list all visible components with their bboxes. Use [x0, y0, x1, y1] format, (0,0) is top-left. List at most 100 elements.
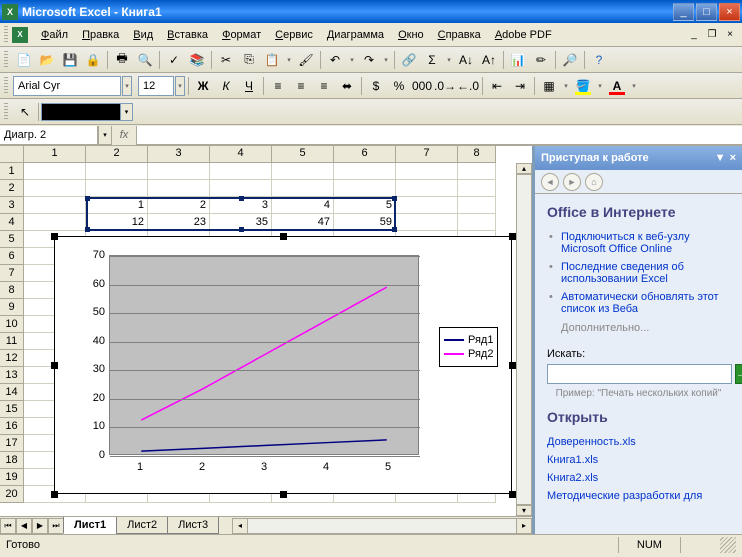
- close-button[interactable]: ×: [719, 3, 740, 21]
- borders-dropdown[interactable]: ▾: [561, 82, 571, 90]
- cell[interactable]: 35: [210, 214, 272, 231]
- legend-item[interactable]: Ряд2: [444, 348, 493, 360]
- cell[interactable]: 47: [272, 214, 334, 231]
- scroll-right-button[interactable]: ▸: [516, 518, 532, 534]
- nav-back-button[interactable]: ◄: [541, 173, 559, 191]
- scroll-down-button[interactable]: ▾: [516, 505, 532, 516]
- row-header[interactable]: 16: [0, 418, 24, 435]
- redo-icon[interactable]: ↷: [358, 49, 380, 71]
- name-box-dropdown[interactable]: ▾: [98, 126, 112, 145]
- cell[interactable]: [148, 180, 210, 197]
- format-painter-icon[interactable]: 🖌: [295, 49, 317, 71]
- row-header[interactable]: 15: [0, 401, 24, 418]
- formula-input[interactable]: [136, 126, 742, 145]
- worksheet[interactable]: 12345678 1234567891011121314151617181920: [0, 146, 532, 534]
- resize-grip-icon[interactable]: [720, 537, 736, 553]
- row-header[interactable]: 8: [0, 282, 24, 299]
- task-pane-link[interactable]: Подключиться к веб-узлу Microsoft Office…: [561, 231, 690, 255]
- redo-dropdown[interactable]: ▾: [381, 56, 391, 64]
- row-header[interactable]: 3: [0, 197, 24, 214]
- percent-icon[interactable]: %: [388, 75, 410, 97]
- hyperlink-icon[interactable]: 🔗: [398, 49, 420, 71]
- cell[interactable]: [272, 180, 334, 197]
- column-header[interactable]: 2: [86, 146, 148, 163]
- row-header[interactable]: 18: [0, 452, 24, 469]
- minimize-button[interactable]: _: [673, 3, 694, 21]
- search-go-button[interactable]: →: [735, 364, 742, 384]
- cell[interactable]: [458, 180, 496, 197]
- new-icon[interactable]: 📄: [13, 49, 35, 71]
- cell[interactable]: 2: [148, 197, 210, 214]
- fill-color-dropdown[interactable]: ▾: [595, 82, 605, 90]
- name-box[interactable]: Диагр. 2: [0, 126, 98, 145]
- menu-item[interactable]: Формат: [215, 27, 268, 43]
- row-header[interactable]: 2: [0, 180, 24, 197]
- menu-item[interactable]: Вставка: [160, 27, 215, 43]
- row-header[interactable]: 7: [0, 265, 24, 282]
- cell[interactable]: 4: [272, 197, 334, 214]
- cell[interactable]: [396, 197, 458, 214]
- nav-forward-button[interactable]: ►: [563, 173, 581, 191]
- selection-handle[interactable]: [51, 233, 58, 240]
- tab-last-button[interactable]: ⏭: [48, 518, 64, 534]
- recent-file-link[interactable]: Доверенность.xls: [547, 436, 636, 448]
- cell[interactable]: 23: [148, 214, 210, 231]
- cell[interactable]: [24, 163, 86, 180]
- fill-color-icon[interactable]: 🪣: [572, 75, 594, 97]
- undo-icon[interactable]: ↶: [324, 49, 346, 71]
- row-header[interactable]: 10: [0, 316, 24, 333]
- menu-item[interactable]: Вид: [126, 27, 160, 43]
- paste-dropdown[interactable]: ▾: [284, 56, 294, 64]
- row-header[interactable]: 20: [0, 486, 24, 503]
- tab-first-button[interactable]: ⏮: [0, 518, 16, 534]
- row-header[interactable]: 9: [0, 299, 24, 316]
- save-icon[interactable]: 💾: [59, 49, 81, 71]
- row-header[interactable]: 4: [0, 214, 24, 231]
- menu-item[interactable]: Сервис: [268, 27, 320, 43]
- row-header[interactable]: 19: [0, 469, 24, 486]
- more-link[interactable]: Дополнительно...: [547, 318, 730, 338]
- cell[interactable]: [86, 163, 148, 180]
- sheet-tab[interactable]: Лист1: [63, 517, 117, 534]
- font-color-icon[interactable]: A: [606, 75, 628, 97]
- spell-icon[interactable]: ✓: [163, 49, 185, 71]
- legend-item[interactable]: Ряд1: [444, 334, 493, 346]
- row-header[interactable]: 17: [0, 435, 24, 452]
- menu-item[interactable]: Adobe PDF: [488, 27, 559, 43]
- column-header[interactable]: 3: [148, 146, 210, 163]
- sum-icon[interactable]: Σ: [421, 49, 443, 71]
- cell[interactable]: [334, 180, 396, 197]
- merge-icon[interactable]: ⬌: [336, 75, 358, 97]
- vertical-scrollbar[interactable]: ▴ ▾: [516, 163, 532, 516]
- maximize-button[interactable]: □: [696, 3, 717, 21]
- cell[interactable]: 59: [334, 214, 396, 231]
- row-header[interactable]: 11: [0, 333, 24, 350]
- copy-icon[interactable]: ⎘: [238, 49, 260, 71]
- print-icon[interactable]: 🖶: [111, 49, 133, 71]
- menu-item[interactable]: Окно: [391, 27, 431, 43]
- cell[interactable]: [396, 180, 458, 197]
- column-header[interactable]: 6: [334, 146, 396, 163]
- chart-icon[interactable]: 📊: [507, 49, 529, 71]
- column-header[interactable]: 1: [24, 146, 86, 163]
- nav-home-button[interactable]: ⌂: [585, 173, 603, 191]
- paste-icon[interactable]: 📋: [261, 49, 283, 71]
- drawing-icon[interactable]: ✏: [530, 49, 552, 71]
- row-header[interactable]: 6: [0, 248, 24, 265]
- cell[interactable]: [24, 214, 86, 231]
- tab-prev-button[interactable]: ◀: [16, 518, 32, 534]
- tab-next-button[interactable]: ▶: [32, 518, 48, 534]
- search-input[interactable]: [547, 364, 732, 384]
- selection-handle[interactable]: [509, 362, 516, 369]
- task-pane-menu-button[interactable]: ▼: [715, 152, 726, 164]
- bold-icon[interactable]: Ж: [192, 75, 214, 97]
- cell[interactable]: 3: [210, 197, 272, 214]
- cell[interactable]: [396, 163, 458, 180]
- scroll-up-button[interactable]: ▴: [516, 163, 532, 174]
- doc-restore-button[interactable]: ❐: [704, 28, 720, 42]
- fx-icon[interactable]: fx: [112, 129, 136, 141]
- selection-handle[interactable]: [51, 491, 58, 498]
- cell[interactable]: [210, 163, 272, 180]
- dec-indent-icon[interactable]: ⇤: [486, 75, 508, 97]
- cell[interactable]: [458, 214, 496, 231]
